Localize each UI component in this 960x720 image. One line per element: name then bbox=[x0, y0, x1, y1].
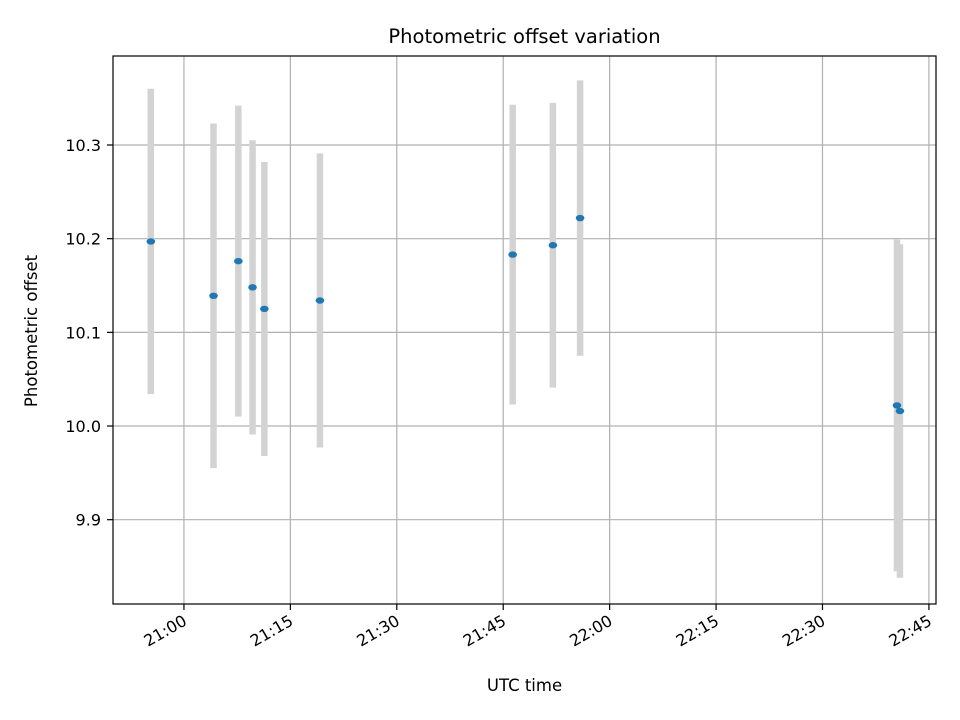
y-tick-label: 10.1 bbox=[65, 323, 101, 342]
y-tick-label: 10.0 bbox=[65, 417, 101, 436]
data-point bbox=[508, 251, 517, 258]
data-point bbox=[260, 305, 269, 313]
data-point bbox=[892, 402, 902, 409]
y-tick-label: 10.3 bbox=[65, 136, 101, 155]
chart-title: Photometric offset variation bbox=[388, 25, 660, 48]
data-point bbox=[248, 284, 257, 291]
grid-lines bbox=[113, 56, 936, 604]
data-points bbox=[146, 214, 905, 415]
x-axis-label: UTC time bbox=[487, 676, 562, 695]
data-point bbox=[315, 297, 325, 304]
y-tick-label: 9.9 bbox=[76, 511, 101, 530]
data-point bbox=[548, 242, 558, 249]
y-axis-label: Photometric offset bbox=[22, 254, 41, 407]
plot-frame bbox=[112, 55, 937, 605]
data-point bbox=[575, 214, 585, 222]
data-point bbox=[895, 407, 905, 415]
data-point bbox=[209, 292, 218, 300]
data-point bbox=[146, 238, 156, 245]
y-tick-label: 10.2 bbox=[65, 230, 101, 249]
data-point bbox=[234, 257, 243, 265]
